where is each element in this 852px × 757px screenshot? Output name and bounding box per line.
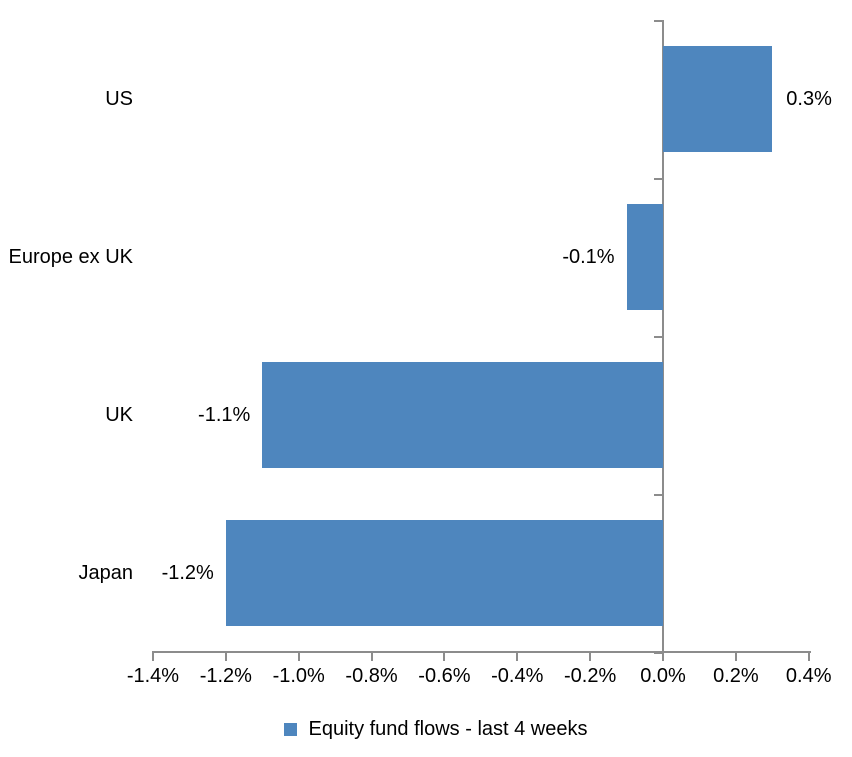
x-axis-tick [807, 653, 810, 661]
y-axis-tick [654, 178, 662, 180]
x-axis-tick-label: -0.8% [345, 665, 398, 687]
bar-value-label-us: 0.3% [786, 88, 832, 110]
category-label-europe-ex-uk: Europe ex UK [8, 246, 133, 268]
x-axis-tick [224, 653, 227, 661]
category-label-us: US [105, 88, 133, 110]
legend: Equity fund flows - last 4 weeks [10, 717, 852, 741]
x-axis-tick-label: -1.2% [199, 665, 252, 687]
x-axis-tick [662, 653, 664, 661]
y-axis-tick [654, 336, 662, 338]
x-axis-tick [589, 653, 592, 661]
bar-value-label-japan: -1.2% [161, 562, 214, 584]
x-axis-line [152, 651, 811, 653]
legend-swatch-icon [284, 722, 298, 736]
x-axis-tick-label: -0.4% [491, 665, 544, 687]
category-label-japan: Japan [78, 562, 134, 584]
bar-uk [262, 362, 663, 468]
bar-europe-ex-uk [626, 204, 663, 310]
y-axis-tick [654, 20, 662, 22]
x-axis-tick [443, 653, 446, 661]
x-axis-tick-label: -1.0% [272, 665, 325, 687]
x-axis-tick-label: -0.2% [564, 665, 617, 687]
bar-value-label-europe-ex-uk: -0.1% [562, 246, 615, 268]
x-axis-tick-label: -1.4% [126, 665, 180, 687]
y-axis-tick [654, 652, 662, 654]
x-axis-tick [370, 653, 373, 661]
x-axis-tick [516, 653, 519, 661]
x-axis-tick-label: -0.6% [418, 665, 471, 687]
bar-japan [225, 520, 663, 626]
x-axis-tick [734, 653, 737, 661]
x-axis-tick-label: 0.2% [713, 665, 759, 687]
category-label-uk: UK [105, 404, 133, 426]
y-axis-line [662, 20, 664, 653]
x-axis-tick-label: 0.0% [640, 665, 686, 687]
x-axis-tick [297, 653, 300, 661]
legend-label: Equity fund flows - last 4 weeks [308, 718, 588, 740]
x-axis-tick-label: 0.4% [785, 665, 832, 687]
bar-us [663, 46, 773, 152]
bar-value-label-uk: -1.1% [198, 404, 251, 426]
x-axis-tick [151, 653, 154, 661]
y-axis-tick [654, 494, 662, 496]
